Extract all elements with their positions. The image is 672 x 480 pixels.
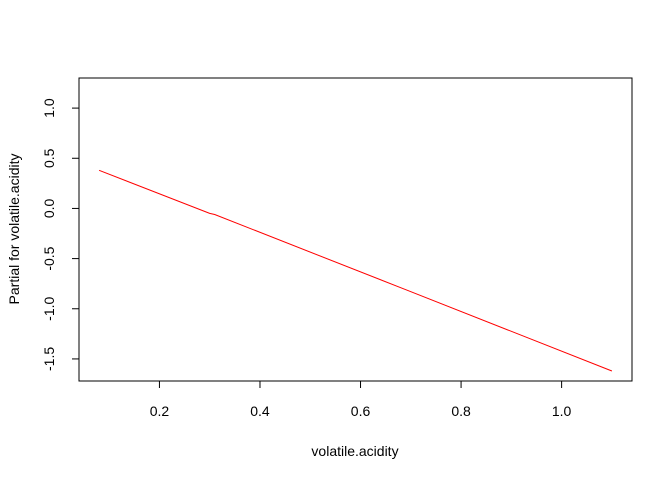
y-tick-label: -0.5 [41, 246, 57, 270]
x-tick-label: 0.4 [250, 403, 270, 419]
x-tick-label: 0.2 [150, 403, 170, 419]
x-axis: 0.2 0.4 0.6 0.8 1.0 [150, 380, 572, 419]
x-tick-label: 0.8 [451, 403, 471, 419]
x-tick-label: 0.6 [351, 403, 371, 419]
y-axis-title: Partial for volatile.acidity [6, 154, 22, 305]
y-tick-label: -1.5 [41, 347, 57, 371]
x-tick-label: 1.0 [552, 403, 572, 419]
y-tick-label: -1.0 [41, 296, 57, 320]
plot-frame [78, 77, 633, 382]
y-tick-label: 1.0 [41, 98, 57, 118]
y-tick-label: 0.0 [41, 198, 57, 218]
y-tick-label: 0.5 [41, 148, 57, 168]
series-line [98, 169, 613, 372]
y-axis: -1.5 -1.0 -0.5 0.0 0.5 1.0 [41, 98, 80, 371]
x-axis-title: volatile.acidity [311, 443, 398, 459]
series-layer [98, 169, 613, 372]
